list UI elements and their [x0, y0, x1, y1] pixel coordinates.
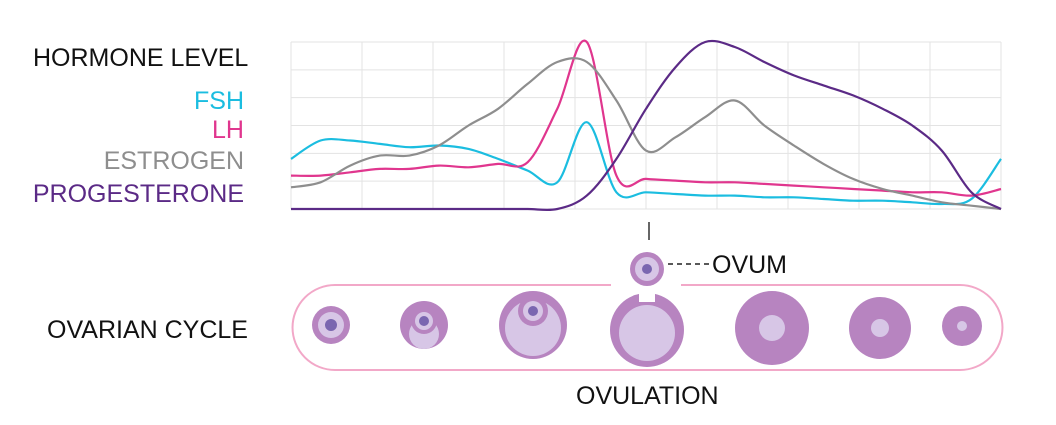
follicle-nucleus — [528, 306, 538, 316]
ovum-cell — [630, 252, 664, 286]
follicle-nucleus — [325, 319, 337, 331]
corpus-luteum-1 — [735, 291, 809, 365]
follicle-stage-1 — [312, 306, 350, 344]
series-line-lh — [290, 39, 1002, 197]
ovum-label: OVUM — [712, 251, 787, 279]
hormone-level-title: HORMONE LEVEL — [33, 44, 249, 72]
series-line-estrogen — [290, 57, 1002, 211]
follicle-stage-3 — [499, 291, 567, 359]
series-line-fsh — [290, 121, 1002, 206]
series-line-progesterone — [291, 39, 1002, 212]
legend-estrogen: ESTROGEN — [103, 147, 244, 175]
chart-grid — [290, 41, 1002, 210]
corpus-luteum-2 — [849, 297, 911, 359]
legend-lh: LH — [212, 116, 244, 144]
hormone-lines — [290, 39, 1002, 212]
follicle-stage-2 — [400, 301, 448, 349]
corpus-luteum-3 — [942, 306, 982, 346]
ovulation-label: OVULATION — [576, 382, 719, 410]
follicle-ovulation — [610, 288, 684, 367]
ovarian-cycle-label: OVARIAN CYCLE — [47, 316, 248, 344]
legend-progesterone: PROGESTERONE — [32, 180, 244, 208]
legend-fsh: FSH — [194, 87, 244, 115]
follicle-nucleus — [419, 316, 429, 326]
ovum-nucleus — [642, 264, 652, 274]
ovarian-cycle-outline — [291, 284, 1004, 371]
